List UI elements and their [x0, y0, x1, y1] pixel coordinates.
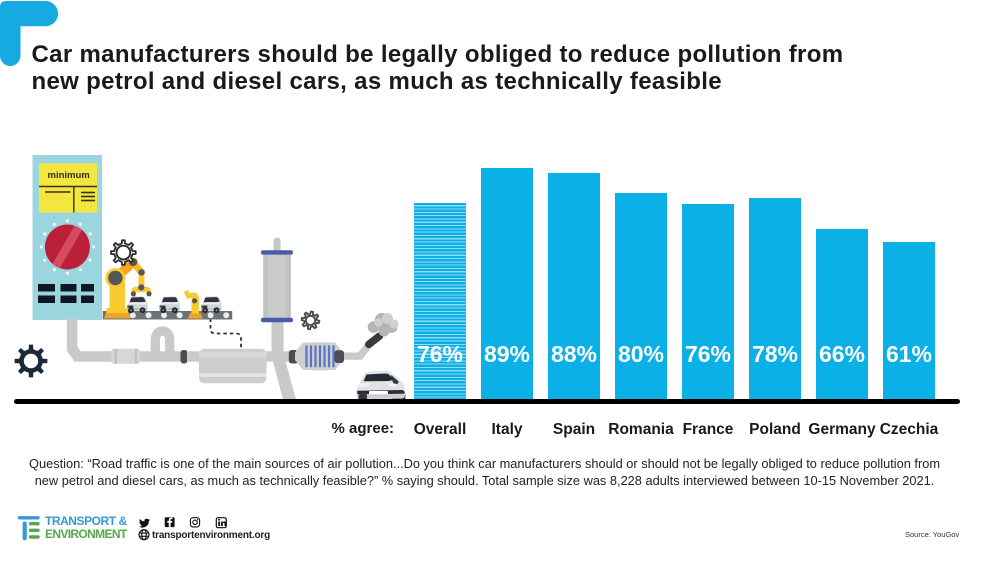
- svg-text:minimum: minimum: [48, 170, 90, 181]
